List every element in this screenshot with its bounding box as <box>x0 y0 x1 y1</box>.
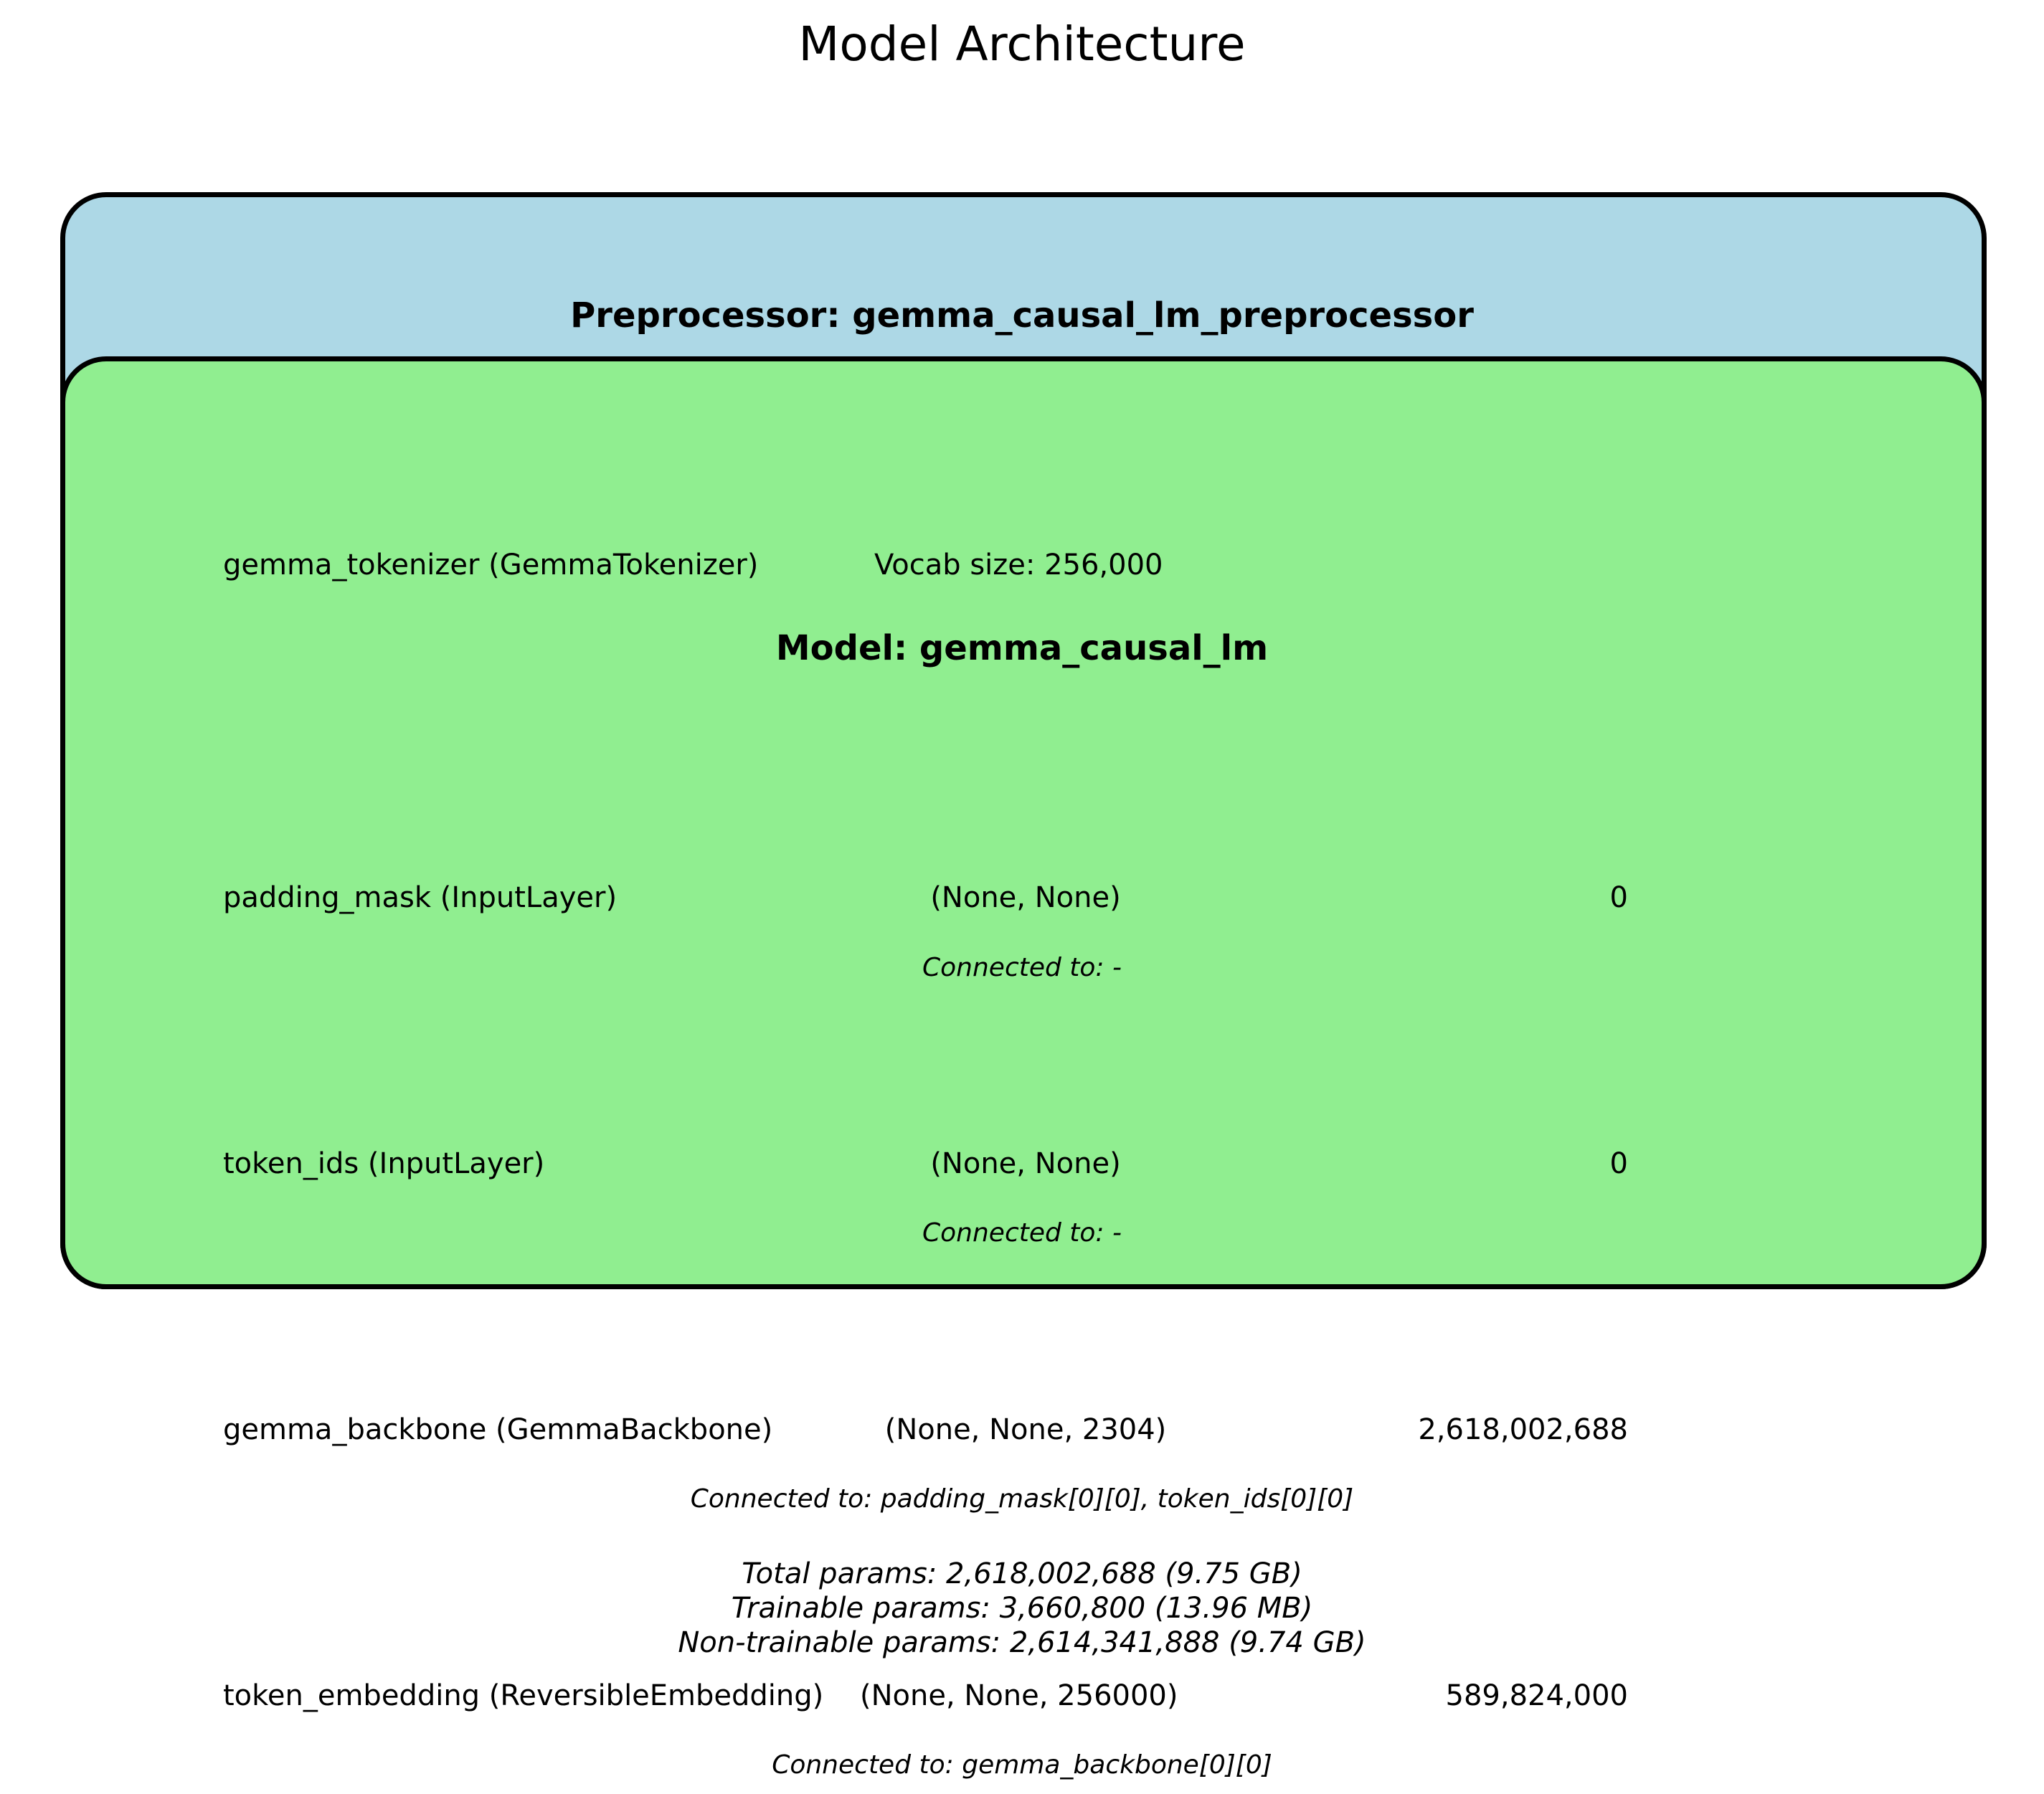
trainable-params: Trainable params: 3,660,800 (13.96 MB) <box>731 1592 1313 1625</box>
tokenizer-vocab-size: Vocab size: 256,000 <box>874 549 1163 582</box>
layer-name: token_ids (InputLayer) <box>223 1147 545 1180</box>
layer-connections: Connected to: gemma_backbone[0][0] <box>772 1750 1272 1780</box>
layer-param-count: 2,618,002,688 <box>1418 1413 1628 1446</box>
non-trainable-params: Non-trainable params: 2,614,341,888 (9.7… <box>678 1626 1366 1659</box>
layer-connections: Connected to: - <box>922 953 1122 982</box>
layer-connections: Connected to: - <box>922 1218 1122 1248</box>
model-box <box>60 356 1987 1289</box>
total-params: Total params: 2,618,002,688 (9.75 GB) <box>742 1557 1302 1590</box>
layer-output-shape: (None, None, 2304) <box>884 1413 1167 1446</box>
layer-output-shape: (None, None) <box>930 1147 1121 1180</box>
layer-name: gemma_backbone (GemmaBackbone) <box>223 1413 773 1446</box>
layer-output-shape: (None, None) <box>930 881 1121 914</box>
layer-output-shape: (None, None, 256000) <box>860 1679 1178 1712</box>
layer-name: token_embedding (ReversibleEmbedding) <box>223 1679 824 1712</box>
preprocessor-title: Preprocessor: gemma_causal_lm_preprocess… <box>570 295 1474 336</box>
layer-param-count: 589,824,000 <box>1445 1679 1628 1712</box>
tokenizer-name: gemma_tokenizer (GemmaTokenizer) <box>223 549 759 582</box>
layer-name: padding_mask (InputLayer) <box>223 881 618 914</box>
layer-connections: Connected to: padding_mask[0][0], token_… <box>690 1484 1354 1514</box>
layer-param-count: 0 <box>1609 881 1628 914</box>
diagram-title: Model Architecture <box>798 16 1246 72</box>
layer-param-count: 0 <box>1609 1147 1628 1180</box>
model-title: Model: gemma_causal_lm <box>775 628 1269 668</box>
